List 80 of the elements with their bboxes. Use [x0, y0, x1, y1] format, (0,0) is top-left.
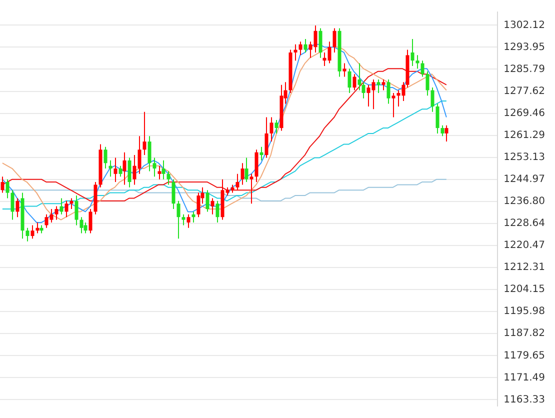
candlestick	[70, 198, 74, 210]
candlestick	[26, 227, 30, 242]
y-tick-label: 1269.46	[504, 108, 546, 119]
candlestick	[260, 146, 264, 161]
y-tick-label: 1204.15	[504, 284, 546, 296]
y-tick-label: 1179.65	[504, 350, 546, 362]
candlestick	[104, 146, 108, 170]
candlestick	[382, 78, 386, 91]
candlestick	[186, 214, 190, 228]
y-tick-label: 1212.31	[504, 262, 546, 274]
candlestick	[376, 78, 380, 94]
candlestick	[54, 206, 58, 220]
candlestick	[60, 198, 64, 215]
candlestick	[392, 92, 396, 118]
candlestick	[30, 224, 34, 240]
y-tick-label: 1293.95	[504, 42, 546, 53]
candlestick	[192, 211, 196, 223]
y-tick-label: 1302.12	[504, 20, 546, 31]
candlestick	[118, 165, 122, 178]
candlestick	[158, 165, 162, 180]
candlestick	[210, 198, 214, 215]
y-tick-label: 1220.47	[504, 240, 546, 252]
candlestick	[270, 116, 274, 142]
candlestick	[304, 38, 308, 53]
candlestick	[172, 178, 176, 210]
candlestick	[236, 173, 240, 191]
candlestick	[420, 60, 424, 78]
candlestick	[36, 222, 40, 234]
y-tick-label: 1228.64	[504, 218, 546, 230]
candlestick	[142, 111, 146, 156]
candlestick	[0, 176, 4, 194]
candlestick	[244, 157, 248, 183]
candlestick	[416, 54, 420, 70]
candlestick	[108, 160, 112, 178]
candlestick	[298, 41, 302, 56]
y-tick-label: 1236.80	[504, 196, 546, 208]
candlestick	[16, 198, 20, 218]
candlestick	[430, 87, 434, 112]
candlestick	[148, 136, 152, 172]
candlestick	[436, 103, 440, 134]
candlestick	[176, 200, 180, 240]
candlestick	[152, 157, 156, 178]
candlestick	[162, 160, 166, 180]
y-tick-label: 1195.98	[504, 306, 546, 318]
y-tick-label: 1163.33	[504, 394, 546, 406]
candlestick	[166, 170, 170, 186]
candlestick	[216, 200, 220, 223]
candlestick	[274, 119, 278, 134]
candlestick	[386, 78, 390, 104]
candlestick	[182, 214, 186, 226]
candlestick	[410, 38, 414, 66]
candlestick	[318, 28, 322, 58]
y-tick-label: 1253.13	[504, 152, 546, 163]
candlestick	[64, 200, 68, 218]
candlestick	[444, 124, 448, 142]
candlestick	[426, 70, 430, 96]
candlestick	[250, 173, 254, 204]
y-tick-label: 1244.97	[504, 174, 546, 185]
y-tick-label: 1171.49	[504, 372, 546, 384]
candlestick	[80, 216, 84, 234]
y-tick-label: 1187.82	[504, 328, 546, 340]
candlestick	[332, 28, 336, 53]
candlestick	[294, 44, 298, 62]
y-tick-label: 1277.62	[504, 86, 546, 97]
candlestick	[6, 178, 10, 199]
y-tick-label: 1285.79	[504, 64, 546, 75]
candlestick	[206, 190, 210, 212]
candlestick	[352, 74, 356, 91]
candlestick	[128, 157, 132, 188]
candlestick	[342, 62, 346, 78]
candlestick	[264, 116, 268, 158]
candlestick	[88, 208, 92, 234]
candlestick	[74, 195, 78, 226]
candlestick	[348, 68, 352, 94]
candlestick	[440, 124, 444, 137]
candlestick	[122, 152, 126, 186]
y-tick-label: 1261.29	[504, 130, 546, 141]
candlestick	[240, 162, 244, 186]
candlestick	[114, 157, 118, 183]
candlestick	[10, 190, 14, 220]
